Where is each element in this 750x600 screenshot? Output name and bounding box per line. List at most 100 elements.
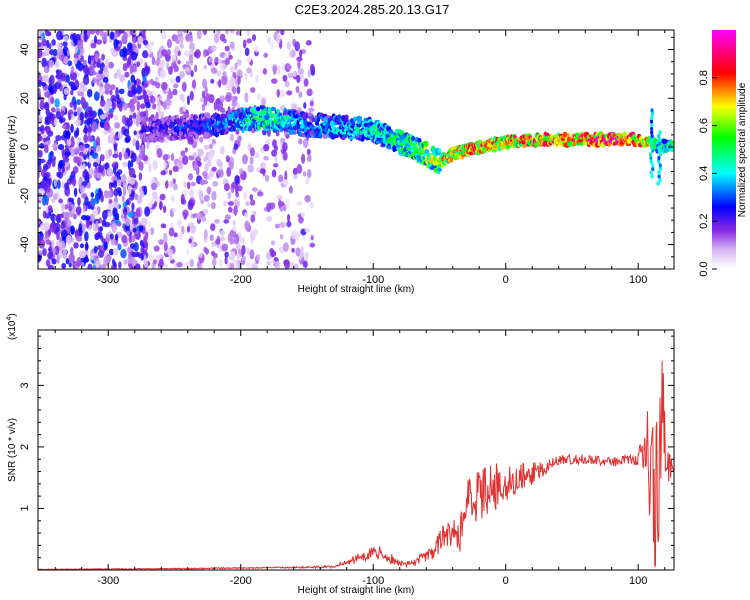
spectrogram-noise-cell xyxy=(95,39,103,45)
spectrogram-noise-cell xyxy=(156,148,163,158)
spectrogram-noise-cell xyxy=(221,243,229,252)
spectrogram-spike-cell xyxy=(648,152,653,157)
spectrogram-spike-cell xyxy=(651,163,655,168)
spectrogram-spike-cell xyxy=(658,137,662,142)
spectrogram-noise-cell xyxy=(159,59,165,68)
spectrogram-y-tick-label: 20 xyxy=(19,92,31,104)
spectrogram-noise-cell xyxy=(136,61,141,67)
spectrogram-noise-cell xyxy=(260,96,267,106)
spectrogram-noise-cell xyxy=(106,190,113,199)
spectrogram-noise-cell xyxy=(295,86,300,93)
spectrogram-noise-cell xyxy=(233,224,237,232)
spectrogram-x-ticks: -300 -200 -100 0 100 xyxy=(54,30,666,286)
spectrogram-ridge-cell xyxy=(248,125,252,131)
spectrogram-y-axis-label: Frequency (Hz) xyxy=(7,116,18,185)
spectrogram-noise-cell xyxy=(283,203,287,212)
spectrogram-noise-cell xyxy=(73,242,79,249)
spectrogram-noise-cell xyxy=(56,42,62,50)
spectrogram-noise-cell xyxy=(227,191,232,200)
spectrogram-noise-cell xyxy=(41,57,47,68)
spectrogram-spike-cell xyxy=(650,108,654,113)
spectrogram-noise-cell xyxy=(166,38,172,49)
spectrogram-noise-cell xyxy=(66,122,70,132)
spectrogram-noise-cell xyxy=(168,255,174,261)
spectrogram-noise-cell xyxy=(296,201,303,206)
spectrogram-noise-cell xyxy=(110,47,115,54)
spectrogram-noise-cell xyxy=(196,30,202,40)
spectrogram-noise-cell xyxy=(190,242,195,248)
spectrogram-noise-cell xyxy=(101,53,105,61)
spectrogram-ridge-cell xyxy=(270,106,276,112)
spectrogram-noise-cell xyxy=(213,101,218,111)
spectrogram-noise-cell xyxy=(65,74,70,83)
spectrogram-noise-cell xyxy=(54,60,60,68)
spectrogram-noise-cell xyxy=(236,85,241,95)
spectrogram-noise-cell xyxy=(61,124,68,129)
spectrogram-noise-cell xyxy=(235,262,239,269)
spectrogram-noise-cell xyxy=(211,258,217,267)
spectrogram-noise-cell xyxy=(250,87,256,93)
spectrogram-noise-cell xyxy=(143,237,148,247)
spectrogram-noise-cell xyxy=(68,205,72,212)
spectrogram-noise-cell xyxy=(164,98,171,106)
spectrogram-ridge-cell xyxy=(241,128,245,134)
spectrogram-noise-cell xyxy=(39,100,45,110)
spectrogram-spike-cell xyxy=(657,133,661,139)
spectrogram-noise-cell xyxy=(82,170,86,179)
spectrogram-noise-cell xyxy=(283,179,289,186)
spectrogram-noise-cell xyxy=(188,54,194,63)
spectrogram-ridge-cell xyxy=(296,119,300,126)
spectrogram-noise-cell xyxy=(116,68,122,78)
spectrogram-noise-cell xyxy=(70,123,74,133)
spectrogram-noise-cell xyxy=(125,199,130,206)
spectrogram-ridge-cell xyxy=(152,117,156,122)
spectrogram-noise-cell xyxy=(180,194,185,204)
spectrogram-noise-cell xyxy=(152,103,157,110)
spectrogram-noise-cell xyxy=(135,85,143,95)
spectrogram-noise-cell xyxy=(138,225,144,232)
spectrogram-noise-cell xyxy=(108,113,114,119)
spectrogram-noise-cell xyxy=(246,38,252,44)
spectrogram-noise-cell xyxy=(181,81,187,92)
spectrogram-ridge-cell xyxy=(436,168,443,172)
spectrogram-noise-cell xyxy=(131,202,135,211)
spectrogram-noise-cell xyxy=(171,195,175,202)
spectrogram-noise-cell xyxy=(63,88,69,95)
spectrogram-noise-cell xyxy=(109,89,113,96)
spectrogram-noise-cell xyxy=(93,255,98,262)
spectrogram-noise-cell xyxy=(169,78,176,84)
spectrogram-noise-cell xyxy=(133,130,137,136)
spectrogram-noise-cell xyxy=(44,91,51,98)
spectrogram-noise-cell xyxy=(136,195,143,204)
spectrogram-noise-cell xyxy=(249,71,254,78)
spectrogram-noise-cell xyxy=(208,143,213,150)
spectrogram-noise-cell xyxy=(287,72,294,79)
spectrogram-noise-cell xyxy=(64,151,72,157)
spectrogram-noise-cell xyxy=(293,174,298,179)
spectrogram-ridge-cell xyxy=(174,136,180,140)
spectrogram-noise-cell xyxy=(139,150,146,160)
spectrogram-noise-cell xyxy=(302,235,306,241)
spectrogram-noise-cell xyxy=(275,34,281,44)
spectrogram-noise-cell xyxy=(165,180,169,189)
spectrogram-ridge-cell xyxy=(158,136,164,140)
snr-x-tick-label: 100 xyxy=(629,575,647,587)
spectrogram-x-axis-label: Height of straight line (km) xyxy=(298,284,415,295)
spectrogram-noise-cell xyxy=(295,247,301,257)
spectrogram-noise-cell xyxy=(88,147,92,153)
spectrogram-noise-cell xyxy=(293,263,299,269)
spectrogram-noise-cell xyxy=(249,194,254,201)
spectrogram-noise-cell xyxy=(143,259,149,268)
spectrogram-noise-cell xyxy=(58,171,63,179)
spectrogram-noise-cell xyxy=(173,83,179,89)
spectrogram-noise-cell xyxy=(270,259,276,265)
spectrogram-noise-cell xyxy=(89,30,95,35)
spectrogram-noise-cell xyxy=(51,107,56,113)
spectrogram-noise-cell xyxy=(254,152,260,159)
spectrogram-noise-cell xyxy=(45,171,51,178)
spectrogram-noise-cell xyxy=(266,253,270,261)
spectrogram-noise-cell xyxy=(226,168,231,177)
spectrogram-noise-cell xyxy=(68,112,72,121)
spectrogram-noise-cell xyxy=(96,136,100,146)
spectrogram-noise-cell xyxy=(216,103,220,112)
